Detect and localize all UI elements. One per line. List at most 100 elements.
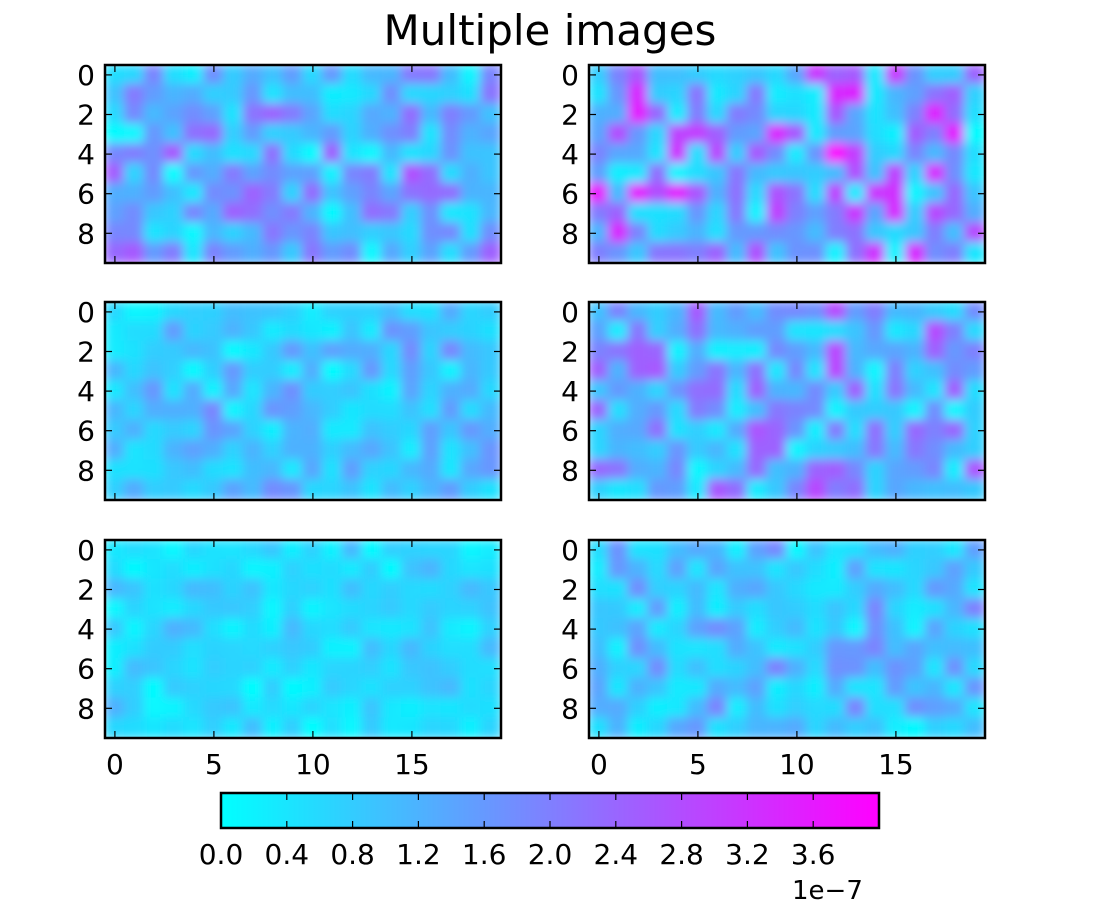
heatmap-cell: [805, 618, 828, 640]
heatmap-cell: [726, 103, 749, 126]
heatmap-cell: [480, 697, 501, 720]
heatmap-cell: [460, 439, 483, 462]
heatmap-cell: [321, 677, 344, 700]
heatmap-cell: [706, 65, 729, 86]
heatmap-cell: [302, 242, 324, 263]
heatmap-cell: [440, 439, 463, 462]
heatmap-cell: [163, 320, 186, 343]
heatmap-cell: [687, 360, 709, 383]
heatmap-cell: [105, 360, 126, 383]
colorbar: 0.0 0.4 0.8 1.2 1.6 2.0 2.4 2.8 3.2 3.6: [199, 791, 881, 871]
heatmap-cell: [706, 242, 729, 263]
heatmap-cell: [341, 380, 364, 402]
heatmap-cell: [105, 163, 126, 185]
heatmap-cell: [944, 558, 967, 581]
heatmap-cell: [885, 419, 907, 442]
axes-frame: [587, 300, 987, 502]
heatmap-cell: [687, 540, 709, 561]
heatmap-cell: [845, 182, 868, 205]
heatmap-cell: [163, 400, 186, 422]
heatmap-cell: [786, 202, 808, 225]
heatmap-cell: [302, 202, 324, 225]
heatmap-cell: [282, 459, 304, 482]
heatmap-cell: [282, 182, 304, 205]
heatmap-cell: [183, 558, 205, 581]
heatmap-cell: [262, 103, 285, 126]
heatmap-cell: [460, 83, 483, 106]
heatmap-cell: [885, 242, 907, 263]
heatmap-cell: [203, 638, 225, 660]
heatmap-cell: [203, 242, 225, 263]
heatmap-cell: [706, 103, 729, 126]
heatmap-cell: [845, 618, 868, 640]
heatmap-cell: [203, 340, 225, 363]
heatmap-cell: [845, 222, 868, 245]
heatmap-cell: [361, 103, 384, 126]
heatmap-cell: [282, 163, 304, 185]
heatmap-cell: [440, 638, 463, 660]
heatmap-cell: [262, 380, 285, 402]
heatmap-cell: [805, 638, 828, 660]
colorbar-tick-label: 2.4: [594, 838, 639, 871]
heatmap-cell: [302, 360, 324, 383]
heatmap-cell: [420, 459, 443, 482]
heatmap-cell: [262, 202, 285, 225]
heatmap-cell: [123, 380, 146, 402]
heatmap-cell: [123, 558, 146, 581]
heatmap-cell: [825, 638, 848, 660]
heatmap-cell: [123, 598, 146, 621]
heatmap-cell: [746, 143, 769, 165]
heatmap-cell: [282, 65, 304, 86]
heatmap-cell: [381, 558, 403, 581]
heatmap-cell: [944, 65, 967, 86]
heatmap-cell: [222, 439, 245, 462]
heatmap-cell: [687, 479, 709, 500]
heatmap-cell: [825, 222, 848, 245]
heatmap-cell: [420, 400, 443, 422]
heatmap-cell: [687, 202, 709, 225]
heatmap-cell: [805, 380, 828, 402]
heatmap-cell: [627, 123, 650, 146]
heatmap-cell: [944, 618, 967, 640]
heatmap-cell: [460, 419, 483, 442]
heatmap-cell: [687, 242, 709, 263]
heatmap-cell: [420, 540, 443, 561]
heatmap-cell: [667, 380, 689, 402]
heatmap-cell: [143, 578, 166, 601]
heatmap-cell: [607, 320, 630, 343]
heatmap-cell: [687, 143, 709, 165]
heatmap-cell: [964, 638, 985, 660]
heatmap-cell: [845, 400, 868, 422]
heatmap-cell: [647, 598, 670, 621]
axes-frame: [103, 300, 503, 502]
heatmap-cell: [163, 618, 186, 640]
heatmap-cell: [163, 83, 186, 106]
heatmap-cell: [302, 103, 324, 126]
heatmap-cell: [627, 222, 650, 245]
heatmap-cell: [944, 638, 967, 660]
heatmap-cell: [361, 182, 384, 205]
heatmap-cell: [282, 638, 304, 660]
heatmap-cell: [845, 479, 868, 500]
heatmap-cell: [282, 380, 304, 402]
heatmap-cell: [786, 242, 808, 263]
heatmap-cell: [222, 638, 245, 660]
heatmap-cell: [627, 202, 650, 225]
heatmap-cell: [786, 83, 808, 106]
heatmap-cell: [766, 618, 788, 640]
heatmap-cell: [361, 540, 384, 561]
colorbar-tick-label: 1.2: [396, 838, 441, 871]
heatmap-cell: [825, 400, 848, 422]
heatmap-cell: [607, 558, 630, 581]
heatmap-cell: [222, 717, 245, 738]
heatmap-cell: [321, 123, 344, 146]
heatmap-cell: [964, 697, 985, 720]
heatmap-cell: [885, 578, 907, 601]
heatmap-cell: [944, 380, 967, 402]
heatmap-cell: [904, 638, 927, 660]
heatmap-cell: [845, 598, 868, 621]
heatmap-cell: [381, 677, 403, 700]
heatmap-cell: [401, 717, 423, 738]
heatmap-cell: [805, 439, 828, 462]
heatmap-cell: [706, 163, 729, 185]
